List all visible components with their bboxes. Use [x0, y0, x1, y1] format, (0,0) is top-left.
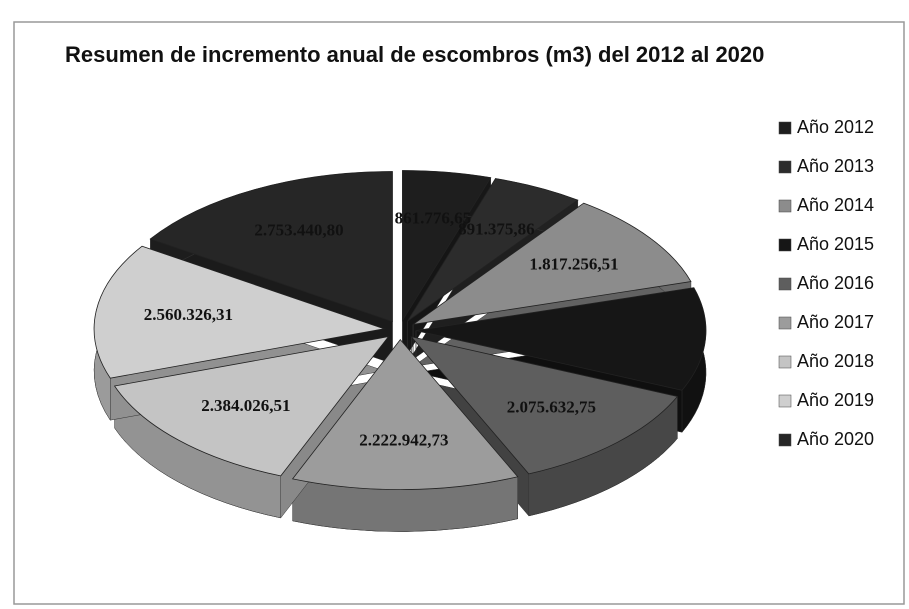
legend-label: Año 2020	[797, 429, 874, 449]
legend-label: Año 2015	[797, 234, 874, 254]
legend-swatch	[778, 199, 792, 213]
legend-label: Año 2013	[797, 156, 874, 176]
data-label: 2.075.632,75	[507, 398, 596, 417]
legend-label: Año 2014	[797, 195, 874, 215]
legend-label: Año 2016	[797, 273, 874, 293]
slice	[406, 178, 579, 322]
slice	[93, 245, 386, 379]
data-label: 2.560.326,31	[144, 305, 233, 324]
slice	[149, 171, 393, 323]
legend-swatch	[778, 433, 792, 447]
data-label: 2.384.026,51	[201, 396, 290, 415]
data-label: 2.753.440,80	[254, 221, 343, 240]
legend-label: Año 2018	[797, 351, 874, 371]
slice	[410, 336, 679, 475]
legend-swatch	[778, 121, 792, 135]
slice	[402, 170, 492, 322]
slice	[113, 336, 390, 477]
legend-swatch	[778, 277, 792, 291]
legend-label: Año 2017	[797, 312, 874, 332]
legend-label: Año 2012	[797, 117, 874, 137]
data-label: 1.817.256,51	[529, 254, 618, 273]
legend-label: Año 2019	[797, 390, 874, 410]
legend: Año 2012 Año 2013 Año 2014 Año 2015 Año 2016…	[778, 117, 874, 449]
legend-swatch	[778, 238, 792, 252]
chart-title: Resumen de incremento anual de escombros…	[65, 42, 764, 67]
data-label: 891.375,86	[458, 219, 535, 238]
legend-swatch	[778, 355, 792, 369]
data-label: 2.222.942,73	[359, 430, 448, 449]
legend-swatch	[778, 160, 792, 174]
slice	[291, 338, 519, 490]
slice	[412, 202, 692, 325]
legend-swatch	[778, 316, 792, 330]
legend-swatch	[778, 394, 792, 408]
data-label: 861.776,65	[395, 209, 472, 228]
slice	[415, 287, 707, 391]
